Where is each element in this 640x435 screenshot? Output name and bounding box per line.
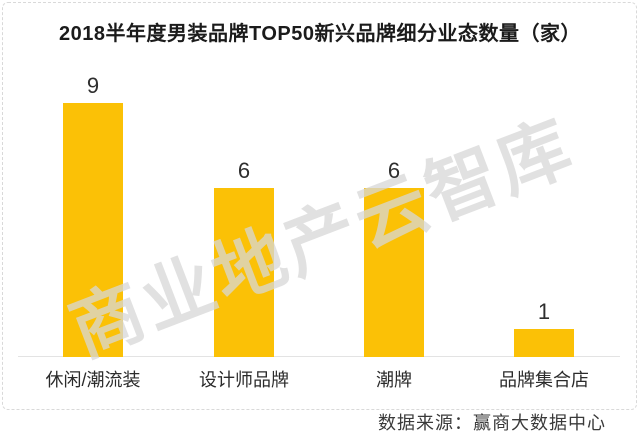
- category-label: 设计师品牌: [199, 370, 289, 390]
- x-axis-line: [18, 356, 620, 357]
- data-source-text: 数据来源：赢商大数据中心: [378, 413, 606, 433]
- bar: [514, 329, 574, 357]
- category-label: 品牌集合店: [499, 370, 589, 390]
- bar-value-label: 6: [387, 158, 401, 183]
- bar: [364, 188, 424, 357]
- category-label: 潮牌: [376, 370, 412, 390]
- category-label: 休闲/潮流装: [45, 370, 141, 390]
- bar: [214, 188, 274, 357]
- bar-value-label: 6: [237, 158, 251, 183]
- bar-value-label: 9: [86, 73, 100, 98]
- bar-value-label: 1: [537, 299, 551, 324]
- chart-title: 2018半年度男装品牌TOP50新兴品牌细分业态数量（家）: [59, 23, 581, 45]
- bar: [63, 103, 123, 357]
